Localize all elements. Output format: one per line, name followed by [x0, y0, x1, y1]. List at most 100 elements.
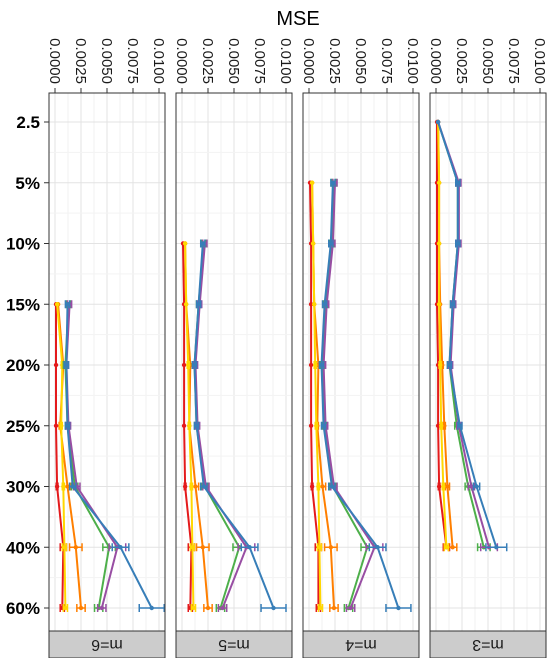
data-point: [194, 423, 199, 428]
x-tick-label: 0.0100: [150, 38, 167, 84]
data-point: [435, 423, 441, 428]
data-point: [191, 605, 196, 611]
data-point: [99, 605, 105, 611]
data-point: [196, 302, 201, 307]
data-point: [396, 605, 401, 611]
y-tick-label: 20%: [6, 356, 40, 375]
facet-panel: 0.0000 0.0025 0.0050 0.0075 0.0100 m=6: [46, 38, 167, 658]
data-point: [450, 545, 455, 550]
data-point: [308, 423, 314, 428]
data-point: [53, 362, 59, 368]
data-point: [321, 423, 326, 428]
data-point: [183, 302, 189, 307]
data-point: [61, 484, 66, 489]
y-tick-label: 5%: [15, 174, 40, 193]
facets: 0.0000 0.0025 0.0050 0.0075 0.0100 m=6 0.0000 0…: [46, 38, 548, 658]
data-point: [330, 180, 336, 185]
data-point: [435, 119, 441, 125]
data-point: [331, 605, 337, 611]
series-line: [436, 122, 448, 548]
x-tick-label: 0.0075: [251, 38, 268, 84]
data-point: [200, 241, 205, 246]
data-point: [457, 423, 463, 428]
data-point: [436, 302, 442, 307]
series-line: [311, 182, 322, 609]
x-tick-label: 0.0000: [300, 38, 317, 84]
data-point: [474, 484, 479, 489]
data-point: [322, 302, 327, 307]
data-point: [310, 241, 316, 246]
facet-strip: [302, 630, 420, 658]
data-point: [450, 302, 455, 307]
x-tick-label: 0.0100: [404, 38, 421, 84]
data-point: [149, 605, 154, 611]
facet-label: m=3: [472, 636, 504, 653]
x-tick-label: 0.0100: [531, 38, 548, 84]
data-point: [187, 423, 192, 428]
data-point: [189, 484, 194, 489]
data-point: [220, 605, 225, 611]
data-point: [313, 362, 318, 368]
data-point: [439, 423, 444, 428]
facet-strip: [429, 630, 547, 658]
x-tick-label: 0.0075: [505, 38, 522, 84]
data-point: [54, 302, 60, 307]
chart-title: MSE: [276, 8, 319, 30]
facet-panel: 0.0000 0.0025 0.0050 0.0075 0.0100 m=5: [173, 38, 294, 658]
data-point: [53, 423, 59, 428]
data-point: [73, 545, 79, 550]
data-point: [181, 362, 187, 368]
x-tick-label: 0.0025: [453, 38, 470, 84]
series-blue: [435, 119, 508, 552]
series-yellow: [309, 180, 324, 612]
data-point: [65, 302, 70, 307]
data-point: [320, 484, 325, 489]
data-point: [436, 241, 442, 246]
series-line: [322, 182, 376, 609]
data-point: [445, 484, 450, 489]
data-point: [65, 484, 70, 489]
data-point: [328, 241, 334, 246]
series-line: [309, 182, 320, 608]
data-point: [63, 605, 68, 611]
data-point: [436, 180, 442, 185]
series-blue: [318, 178, 412, 612]
facet-label: m=6: [91, 636, 123, 653]
data-point: [247, 545, 252, 550]
series-blue: [191, 239, 287, 612]
data-point: [309, 484, 315, 489]
x-tick-label: 0.0075: [378, 38, 395, 84]
x-tick-label: 0.0050: [98, 38, 115, 84]
series-line: [56, 304, 67, 609]
data-point: [317, 545, 322, 550]
data-point: [441, 484, 446, 489]
x-tick-label: 0.0050: [479, 38, 496, 84]
series-yellow: [54, 302, 69, 612]
y-axis: 2.5 5% 10% 15% 20% 25% 30% 40% 60%: [6, 113, 49, 618]
data-point: [182, 484, 188, 489]
x-tick-label: 0.0000: [46, 38, 63, 84]
data-point: [181, 423, 187, 428]
x-tick-label: 0.0025: [72, 38, 89, 84]
data-point: [308, 302, 314, 307]
x-tick-label: 0.0000: [427, 38, 444, 84]
data-point: [309, 180, 315, 185]
facet-label: m=4: [345, 636, 377, 653]
data-point: [64, 362, 69, 368]
x-tick-label: 0.0025: [199, 38, 216, 84]
data-point: [329, 484, 335, 489]
data-point: [118, 545, 123, 550]
data-point: [200, 545, 205, 550]
x-tick-label: 0.0100: [277, 38, 294, 84]
data-point: [319, 362, 324, 368]
series-line: [437, 121, 498, 548]
data-point: [469, 484, 474, 489]
data-point: [70, 484, 75, 489]
data-point: [494, 545, 499, 550]
data-point: [444, 545, 449, 550]
data-point: [308, 362, 314, 368]
data-point: [78, 605, 84, 611]
y-tick-label: 2.5: [16, 113, 40, 132]
x-tick-label: 0.0050: [225, 38, 242, 84]
